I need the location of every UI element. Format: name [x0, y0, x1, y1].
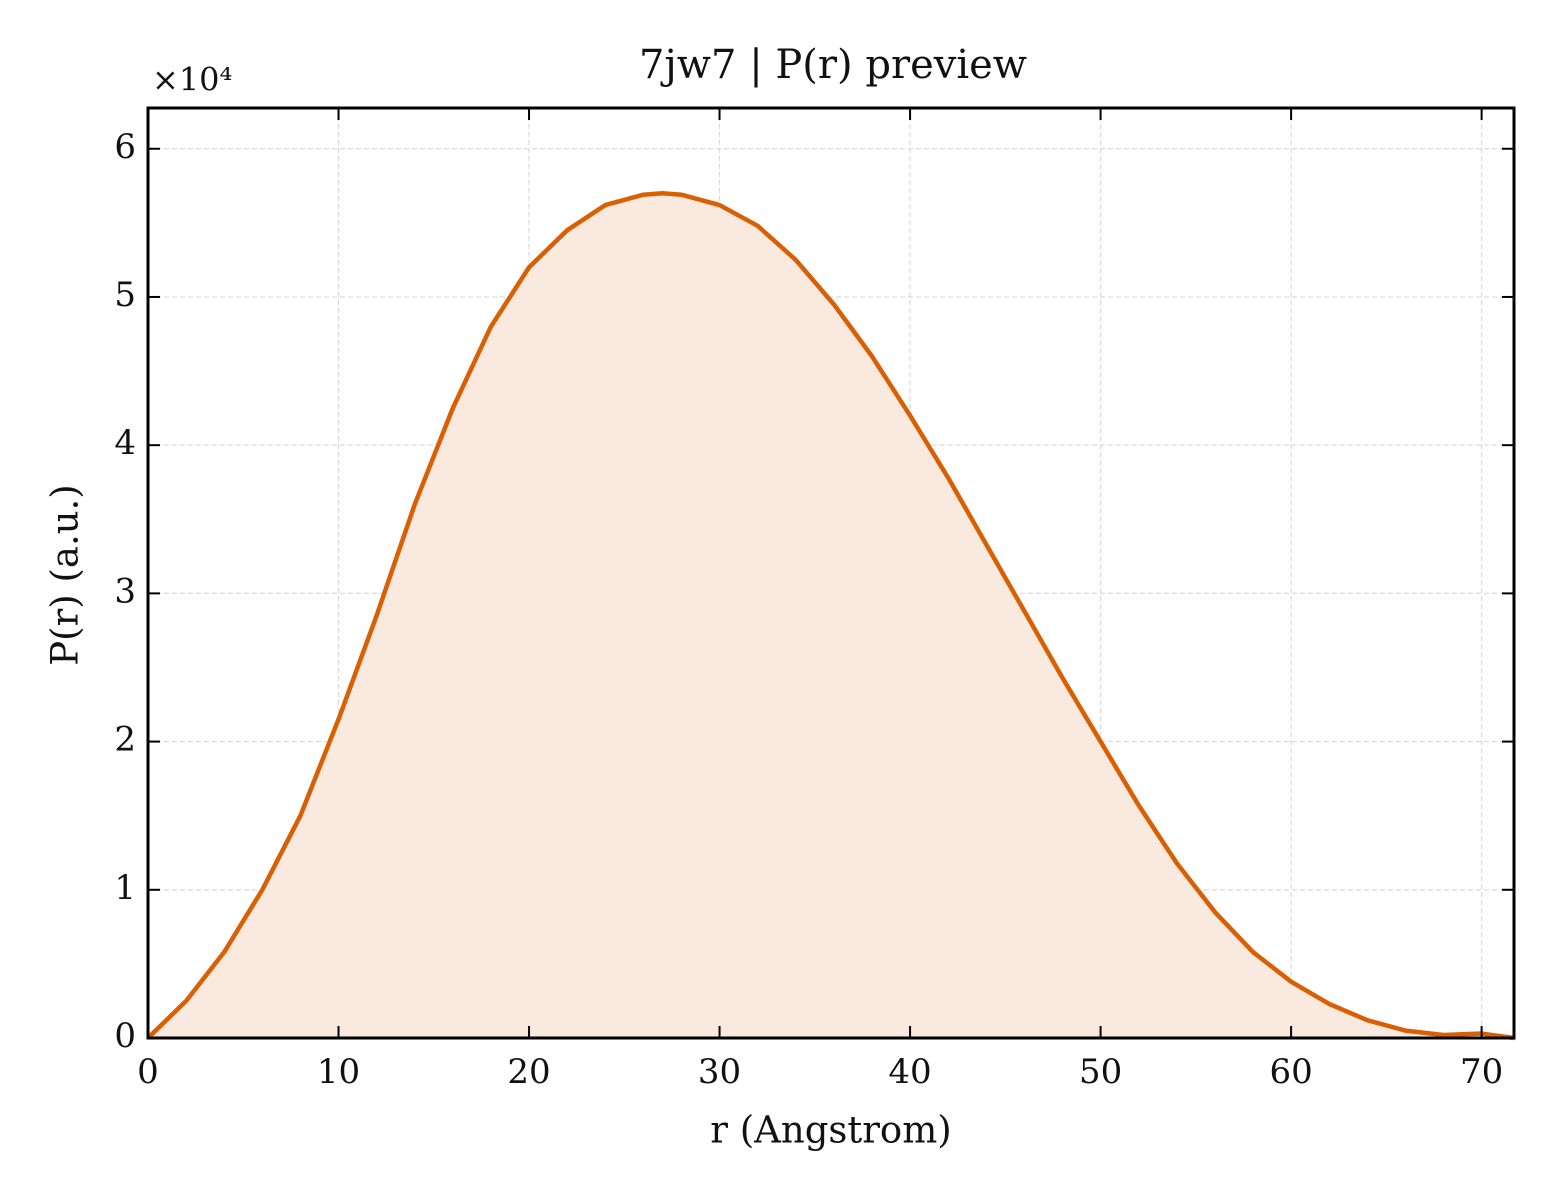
x-tick-label: 0	[137, 1052, 159, 1092]
x-tick-label: 40	[888, 1052, 931, 1092]
line	[146, 190, 1515, 1041]
x-tick-label: 70	[1460, 1052, 1503, 1092]
plot-frame	[146, 106, 1516, 1040]
x-axis-label: r (Angstrom)	[710, 1109, 951, 1152]
y-tick-label: 5	[114, 275, 136, 315]
x-tick-label: 50	[1079, 1052, 1122, 1092]
y-tick-label: 4	[114, 423, 136, 463]
x-tick-label: 20	[507, 1052, 550, 1092]
y-tick-label: 2	[114, 720, 136, 760]
y-offset-label: ×10⁴	[152, 61, 232, 99]
x-tick-label: 60	[1269, 1052, 1312, 1092]
chart-title: 7jw7 | P(r) preview	[639, 42, 1027, 88]
y-tick-label: 6	[114, 127, 136, 167]
y-axis-label: P(r) (a.u.)	[44, 484, 87, 666]
x-tick-label: 10	[317, 1052, 360, 1092]
y-tick-label: 0	[114, 1016, 136, 1056]
x-tick-label: 30	[698, 1052, 741, 1092]
area	[148, 193, 1514, 1038]
y-tick-label: 1	[114, 868, 136, 908]
y-tick-label: 3	[114, 571, 136, 611]
